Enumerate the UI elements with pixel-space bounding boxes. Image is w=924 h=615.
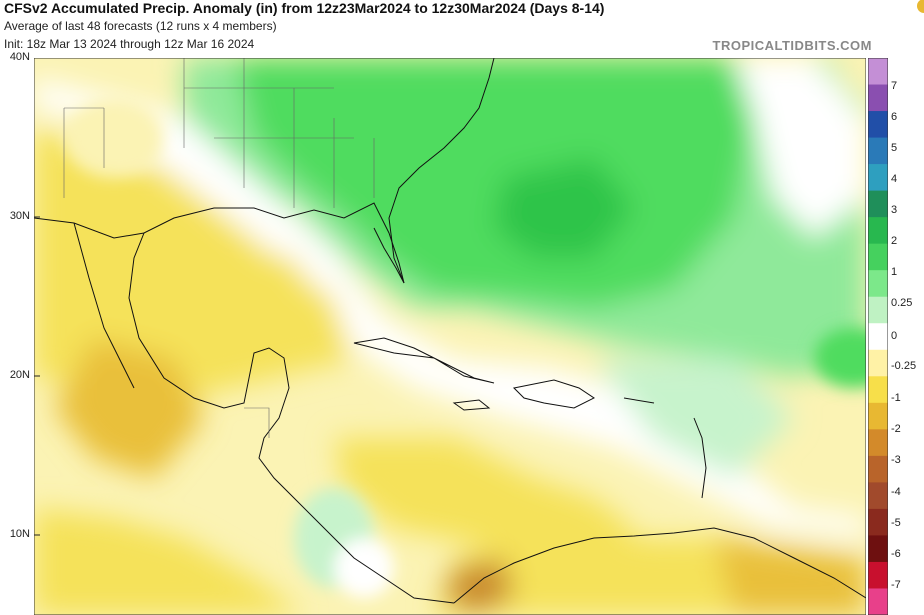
colorbar-label: -7 (891, 579, 901, 591)
colorbar-segment (868, 270, 888, 298)
anomaly-field (34, 58, 866, 615)
colorbar-label: -0.25 (891, 360, 917, 372)
chart-subtitle: Average of last 48 forecasts (12 runs x … (4, 19, 277, 33)
colorbar-label: 4 (891, 173, 898, 185)
colorbar-label: -5 (891, 517, 901, 529)
colorbar-segment (868, 58, 888, 86)
colorbar-segment (868, 561, 888, 589)
lat-label-30n: 30N (9, 210, 30, 222)
colorbar-segment (868, 455, 888, 483)
lat-label-40n: 40N (9, 51, 30, 63)
colorbar-label: 7 (891, 80, 898, 92)
brand-logo-text: TROPICALTIDBITS.COM (712, 38, 872, 53)
colorbar-label: -3 (891, 454, 901, 466)
colorbar-label: 6 (891, 111, 898, 123)
corner-decor (909, 0, 924, 20)
colorbar-segment (868, 429, 888, 457)
chart-title: CFSv2 Accumulated Precip. Anomaly (in) f… (4, 0, 605, 16)
colorbar-label: -1 (891, 392, 901, 404)
colorbar-segment (868, 402, 888, 430)
precip-anomaly-map (34, 58, 866, 615)
colorbar-segment (868, 84, 888, 112)
colorbar-label: 1 (891, 266, 898, 278)
colorbar-segment (868, 296, 888, 324)
colorbar-segment (868, 482, 888, 510)
init-text: Init: 18z Mar 13 2024 through 12z Mar 16… (4, 37, 255, 51)
colorbar-segment (868, 349, 888, 377)
state-borders (63, 58, 375, 438)
colorbar-segment (868, 164, 888, 192)
colorbar-segment (868, 535, 888, 563)
colorbar-segment (868, 111, 888, 139)
colorbar-segment (868, 243, 888, 271)
lat-label-20n: 20N (9, 369, 30, 381)
colorbar-segment (868, 217, 888, 245)
colorbar-label: -6 (891, 548, 901, 560)
colorbar-label: -2 (891, 423, 901, 435)
colorbar-label: 3 (891, 204, 898, 216)
colorbar-segment (868, 508, 888, 536)
coastlines (34, 58, 866, 604)
colorbar-segment (868, 588, 888, 615)
colorbar-label: 5 (891, 142, 898, 154)
colorbar-label: 0 (891, 330, 898, 342)
colorbar-label: 0.25 (891, 297, 913, 309)
colorbar-segment (868, 376, 888, 404)
colorbar-segment (868, 323, 888, 351)
colorbar-label: 2 (891, 235, 898, 247)
grid-ticks (34, 58, 40, 536)
colorbar-segment (868, 137, 888, 165)
colorbar-label: -4 (891, 486, 901, 498)
colorbar-segment (868, 190, 888, 218)
lat-label-10n: 10N (9, 528, 30, 540)
colorbar (868, 58, 888, 615)
